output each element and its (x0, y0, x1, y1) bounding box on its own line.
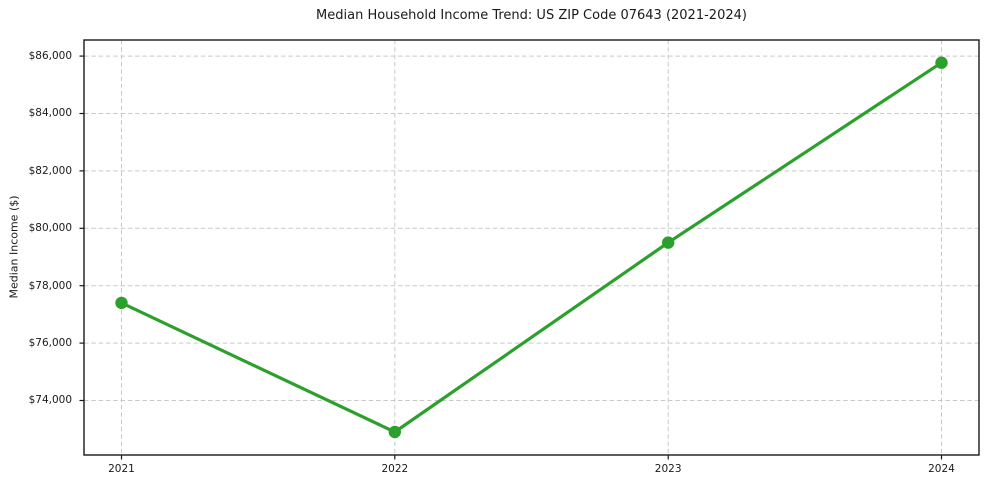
x-tick-label: 2021 (108, 463, 135, 475)
chart-title: Median Household Income Trend: US ZIP Co… (316, 8, 747, 23)
x-tick-label: 2024 (928, 463, 955, 475)
income-trend-line (119, 61, 944, 434)
data-point-marker (115, 296, 128, 310)
data-point-marker (662, 236, 675, 249)
x-tick-label: 2023 (654, 463, 682, 475)
y-tick-label: $74,000 (28, 394, 72, 407)
plot-border (83, 39, 980, 456)
x-tick-label: 2022 (381, 463, 409, 475)
y-tick-label: $82,000 (28, 164, 72, 177)
data-point-marker (388, 425, 401, 439)
y-tick-label: $84,000 (28, 107, 72, 120)
y-tick-label: $76,000 (28, 337, 72, 350)
y-tick-label: $80,000 (28, 222, 72, 235)
data-point-marker (935, 56, 948, 69)
y-tick-label: $78,000 (28, 279, 72, 292)
y-tick-label: $86,000 (28, 50, 72, 63)
